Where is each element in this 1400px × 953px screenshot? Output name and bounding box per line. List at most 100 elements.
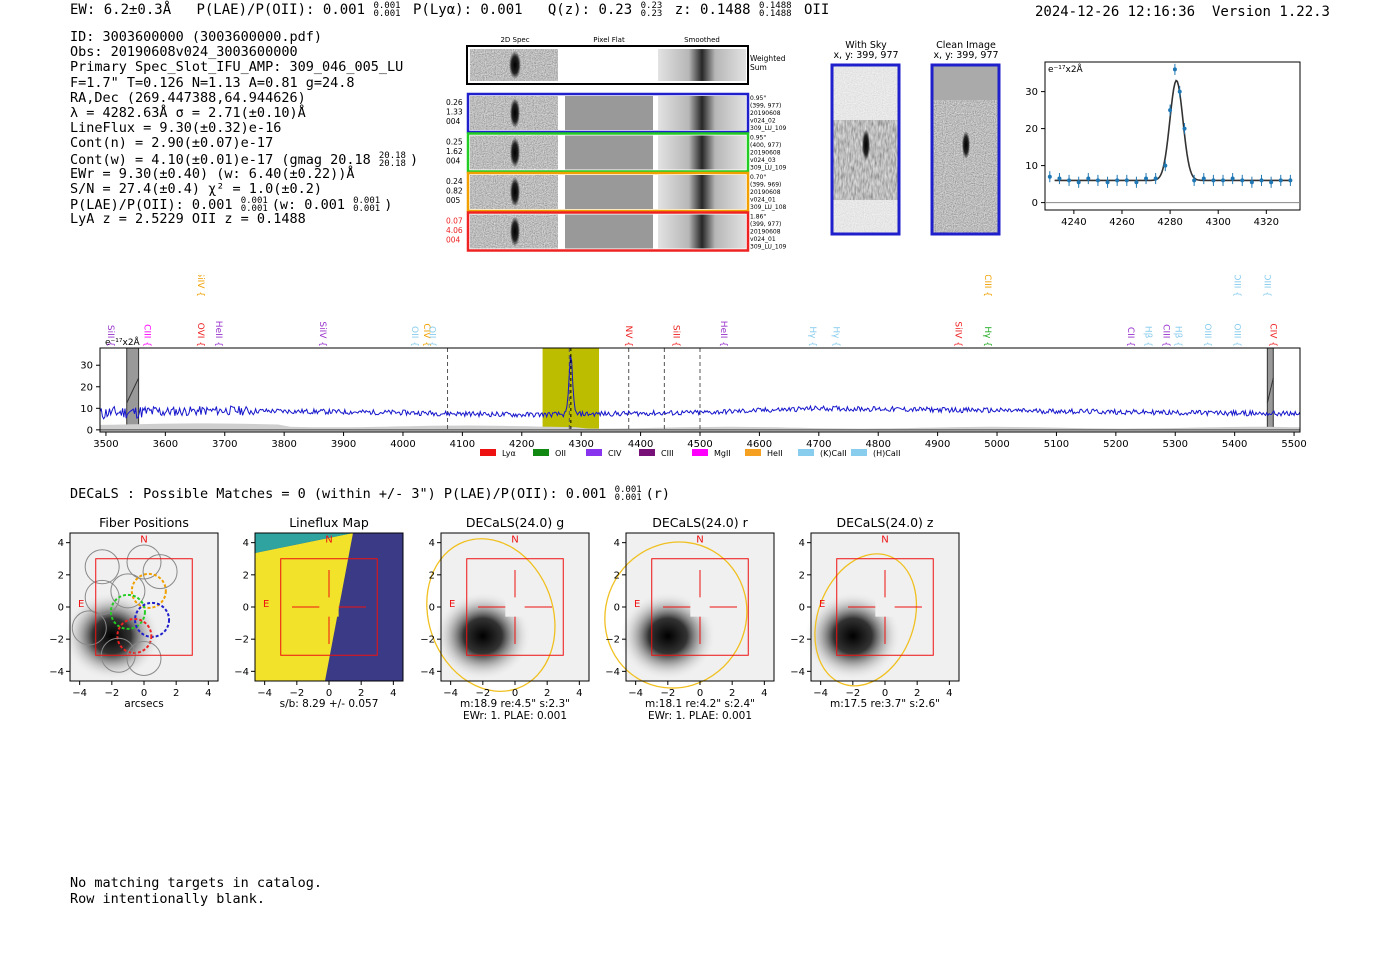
- spectrum-xtick-label: 4200: [509, 439, 534, 450]
- fit-data-point: [1105, 180, 1110, 185]
- panel-caption: m:18.9 re:4.5" s:2.3": [460, 698, 570, 710]
- fit-data-point: [1115, 178, 1120, 183]
- fiber-circle: [126, 640, 162, 676]
- clean-image-coords: x, y: 399, 977: [933, 50, 998, 61]
- panel-ytick-label: −2: [49, 635, 64, 646]
- fiber-circle: [109, 593, 146, 630]
- cutout-right-label: v024_01: [750, 236, 776, 243]
- spectrum-line-label: CIV {: [1267, 323, 1277, 347]
- info-cont-n: Cont(n) = 2.90(±0.07)e-17: [70, 135, 274, 152]
- header-qz-lo: 0.23: [640, 9, 663, 19]
- cutout-left-label: 004: [446, 157, 461, 166]
- panel-ytick-label: 0: [429, 603, 435, 614]
- spectrum-xtick-label: 4100: [450, 439, 475, 450]
- info-params: F=1.7" T=0.126 N=1.13 A=0.81 g=24.8: [70, 74, 355, 91]
- panel-xtick-label: −4: [72, 688, 87, 699]
- fit-data-point: [1182, 126, 1187, 131]
- cutout-right-label: 1.86": [750, 214, 766, 221]
- cutout-left-label: 4.06: [446, 226, 463, 235]
- cutout-right-label: 20190608: [750, 150, 781, 157]
- cutout-left-label: 1.62: [446, 147, 463, 156]
- fit-data-point: [1221, 178, 1226, 183]
- cutout-right-label: (399, 969): [750, 182, 781, 189]
- panel-xtick-label: 0: [326, 688, 332, 699]
- spectrum-legend-swatch: [480, 449, 496, 456]
- fit-data-point: [1201, 176, 1206, 181]
- spectrum-xtick-label: 4500: [687, 439, 712, 450]
- fit-gaussian-curve: [1054, 79, 1291, 182]
- cutout-right-label: 0.95": [750, 135, 766, 142]
- panel-xtick-label: 2: [544, 688, 550, 699]
- decals-panel: DECaLS(24.0) r N E −4 −4 −2 −2 0 0 2 2 4 4 m:18.1 re:…: [604, 515, 775, 722]
- fit-xtick-label: 4300: [1205, 217, 1230, 228]
- spectrum-line-label: SiII {: [670, 325, 680, 347]
- spectrum-line-label: CIV {: [421, 323, 431, 347]
- east-label: E: [819, 599, 825, 610]
- panel-xtick-label: 0: [512, 688, 518, 699]
- fiber-circle: [110, 573, 146, 609]
- decals-title: DECaLS : Possible Matches = 0 (within +/…: [70, 485, 671, 503]
- crosshair-gap: [319, 597, 339, 617]
- east-label: E: [263, 599, 269, 610]
- cutout-left-label: 0.25: [446, 138, 463, 147]
- panel-ytick-label: 2: [614, 570, 620, 581]
- info-radec: RA,Dec (269.447388,64.944626): [70, 89, 306, 106]
- cutout-left-label: 0.24: [446, 177, 463, 186]
- panel-xtick-label: 2: [173, 688, 179, 699]
- cutout-right-label: 0.70": [750, 174, 766, 181]
- cutout-right-label: v024_03: [750, 157, 776, 164]
- fit-axes-frame: [1044, 61, 1301, 211]
- panel-caption: EWr: 1. PLAE: 0.001: [463, 710, 567, 722]
- cutout-right-label: (399, 977): [750, 221, 781, 228]
- panel-caption: m:17.5 re:3.7" s:2.6": [830, 698, 940, 710]
- header-ew: EW: 6.2±0.3Å: [70, 2, 172, 18]
- spectrum-xtick-label: 3500: [93, 439, 118, 450]
- spectrum-line-label: CIII {: [982, 275, 992, 297]
- spectrum-legend-swatch: [586, 449, 602, 456]
- weighted-sum-label-1: Weighted: [750, 54, 786, 63]
- spectrum-line-label: OIII {: [1232, 323, 1242, 347]
- decals-panel: DECaLS(24.0) g N E −4 −4 −2 −2 0 0 2 2 4 4 m:18.9 re:…: [420, 515, 590, 722]
- spectrum-line-label: NV {: [623, 326, 633, 347]
- cutout-left-label: 0.07: [446, 217, 463, 226]
- spectrum-xtick-label: 4700: [806, 439, 831, 450]
- decals-panel-title: DECaLS(24.0) g: [466, 515, 564, 530]
- search-box: [836, 558, 934, 656]
- spectrum-line-label: Hβ {: [1143, 326, 1153, 347]
- spectrum-line-label: OIII {: [1202, 323, 1212, 347]
- panel-xtick-label: −2: [845, 688, 860, 699]
- fit-data-point: [1269, 180, 1274, 185]
- spectrum-xtick-label: 4800: [865, 439, 890, 450]
- panel-ytick-label: −4: [790, 667, 805, 678]
- fit-ytick-label: 30: [1025, 87, 1038, 98]
- east-label: E: [78, 599, 84, 610]
- panel-xtick-label: −2: [475, 688, 490, 699]
- header-qz: Q(z): 0.23: [547, 2, 633, 18]
- info-redshifts: LyA z = 2.5229 OII z = 0.1488: [70, 211, 306, 228]
- timestamp: 2024-12-26 12:16:36: [1034, 4, 1196, 20]
- spectrum-line-label: Hγ {: [982, 326, 992, 347]
- header-qz-hi: 0.23: [640, 1, 663, 11]
- fit-data-point: [1124, 178, 1129, 183]
- cutout-left-label: 0.26: [446, 98, 463, 107]
- cutout-right-label: 309_LU_109: [750, 125, 787, 132]
- panel-xtick-label: −4: [628, 688, 643, 699]
- panel-xtick-label: −4: [813, 688, 828, 699]
- panel-xlabel: arcsecs: [124, 698, 163, 710]
- spectrum-line-label: SiIV {: [953, 321, 963, 347]
- fit-data-point: [1134, 180, 1139, 185]
- cutout-left-label: 005: [446, 196, 461, 205]
- header-z: z: 0.1488: [674, 2, 751, 18]
- spectrum-xtick-label: 3700: [212, 439, 237, 450]
- panel-ytick-label: 2: [58, 570, 64, 581]
- cutout-right-label: (400, 977): [750, 142, 781, 149]
- fiber-circle: [130, 572, 167, 609]
- panel-xtick-label: −2: [289, 688, 304, 699]
- clean-image-title: Clean Image: [936, 40, 996, 51]
- cutout-right-label: 309_LU_109: [750, 165, 787, 172]
- spectrum-legend-swatch: [639, 449, 655, 456]
- panel-ytick-label: 2: [799, 570, 805, 581]
- panel-xtick-label: 2: [729, 688, 735, 699]
- cutout-right-label: (399, 977): [750, 103, 781, 110]
- header-plya: P(Lyα): 0.001: [413, 2, 523, 18]
